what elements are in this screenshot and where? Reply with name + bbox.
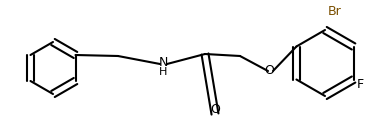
Text: F: F [357, 78, 364, 91]
Text: O: O [264, 64, 274, 76]
Text: Br: Br [328, 5, 342, 18]
Text: N: N [158, 55, 168, 69]
Text: O: O [210, 103, 220, 116]
Text: H: H [159, 67, 167, 77]
